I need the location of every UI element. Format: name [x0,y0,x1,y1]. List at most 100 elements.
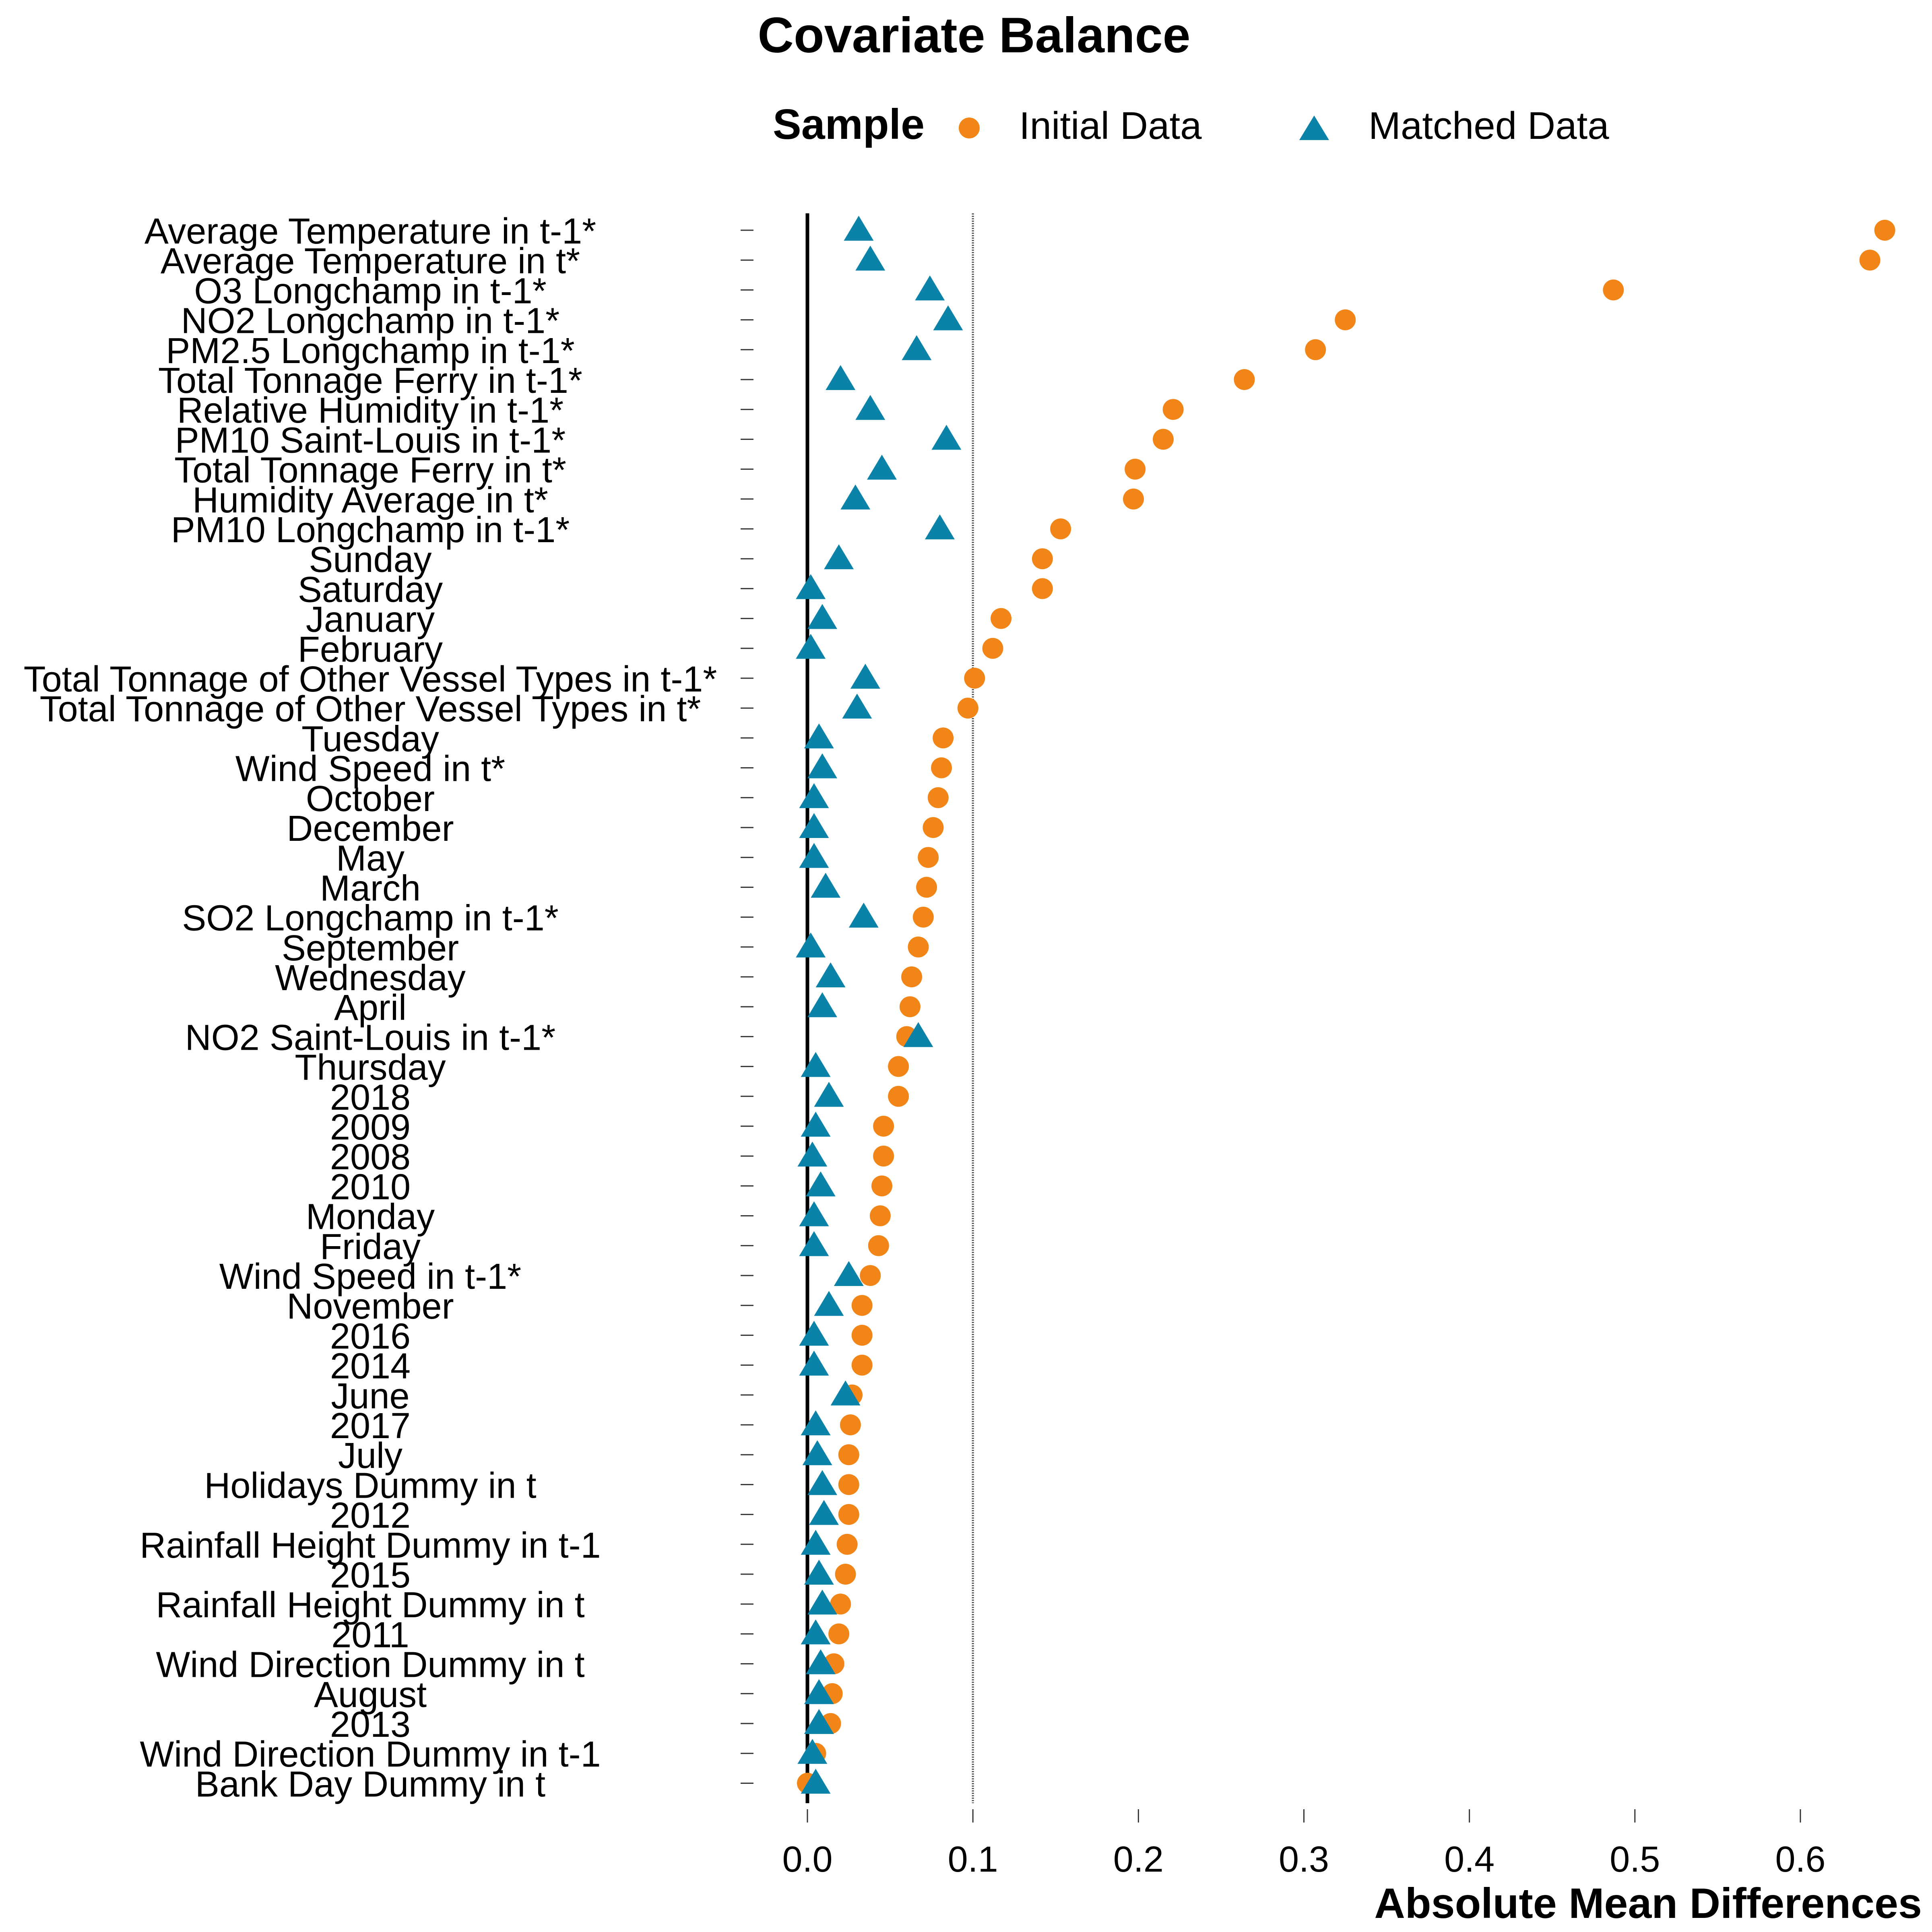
point-initial-data [908,936,929,958]
y-axis-label: Saturday [298,570,443,610]
point-matched-data [850,664,880,689]
point-matched-data [799,1321,829,1346]
point-matched-data [804,1560,834,1585]
point-initial-data [1125,458,1146,480]
point-matched-data [844,216,874,241]
y-axis-label: 2018 [330,1077,411,1118]
point-initial-data [835,1564,856,1585]
y-axis-label: March [320,868,421,908]
point-matched-data [933,305,963,330]
y-axis-label: Total Tonnage Ferry in t-1* [158,361,582,401]
point-initial-data [982,638,1003,659]
point-initial-data [1305,339,1326,360]
point-initial-data [1234,369,1255,390]
point-initial-data [916,877,937,898]
point-initial-data [888,1056,909,1077]
y-axis-label: Wednesday [275,958,466,998]
point-initial-data [869,1205,891,1226]
series-initial-data [797,220,1895,1794]
y-axis-label: Humidity Average in t* [192,480,548,520]
point-matched-data [797,1739,828,1764]
y-axis-label: Total Tonnage of Other Vessel Types in t… [40,689,701,729]
point-matched-data [801,1112,831,1137]
point-matched-data [805,1171,836,1197]
point-initial-data [838,1444,859,1466]
point-initial-data [933,727,954,749]
y-axis-label: August [314,1675,427,1715]
y-axis-label: Rainfall Height Dummy in t-1 [140,1525,601,1566]
point-initial-data [828,1623,850,1645]
point-matched-data [811,873,841,898]
point-matched-data [815,962,846,987]
point-matched-data [804,1709,834,1734]
point-initial-data [873,1146,894,1167]
point-initial-data [899,996,921,1018]
y-axis-label: PM10 Longchamp in t-1* [171,510,570,550]
y-axis-label: 2013 [330,1705,411,1745]
point-initial-data [840,1414,861,1435]
y-axis-label: Wind Speed in t-1* [219,1257,521,1297]
y-axis-label: PM10 Saint-Louis in t-1* [175,420,566,460]
y-axis-label: NO2 Longchamp in t-1* [181,301,560,341]
point-matched-data [804,1679,834,1704]
point-matched-data [804,723,834,749]
point-matched-data [925,514,955,539]
point-matched-data [801,1619,831,1645]
y-axis-label: Holidays Dummy in t [204,1466,536,1506]
point-matched-data [797,1141,828,1167]
point-initial-data [860,1265,881,1286]
y-axis-label: SO2 Longchamp in t-1* [182,898,559,939]
point-initial-data [991,608,1012,629]
y-axis-label: Relative Humidity in t-1* [177,390,564,431]
x-tick-label: 0.2 [1113,1839,1164,1880]
point-matched-data [867,454,897,480]
y-axis-label: Wind Speed in t* [235,749,505,789]
point-matched-data [807,992,838,1018]
x-tick-label: 0.1 [948,1839,998,1880]
point-matched-data [814,1082,844,1107]
point-matched-data [824,544,854,570]
point-initial-data [931,757,952,778]
point-matched-data [848,902,879,928]
point-matched-data [807,753,838,778]
point-initial-data [923,817,944,838]
point-initial-data [927,787,949,808]
point-initial-data [1874,220,1895,241]
point-initial-data [851,1354,873,1376]
y-axis-label: June [331,1376,409,1416]
y-axis-label: 2015 [330,1555,411,1596]
point-matched-data [796,634,826,659]
y-axis-label: Tuesday [301,719,439,759]
y-axis-label: Total Tonnage Ferry in t* [174,450,566,491]
x-axis: 0.0 0.1 0.2 0.3 0.4 0.5 0.6 [782,1809,1826,1880]
point-matched-data [840,484,871,510]
point-initial-data [851,1325,873,1346]
y-axis-label: Monday [306,1197,435,1237]
x-axis-label: Absolute Mean Differences [1374,1880,1922,1927]
y-axis-label: July [338,1436,402,1476]
legend-marker-initial-data [959,118,980,138]
point-initial-data [1153,429,1174,450]
point-initial-data [1335,309,1356,330]
y-axis-label: January [306,600,435,640]
point-initial-data [912,906,934,928]
point-initial-data [1050,518,1071,539]
point-initial-data [918,847,939,868]
y-axis-label: October [306,779,435,819]
point-matched-data [805,1649,836,1674]
reference-lines [805,213,974,1803]
point-matched-data [799,843,829,868]
y-axis-label: 2012 [330,1496,411,1536]
point-matched-data [799,1350,829,1376]
point-matched-data [855,395,886,420]
legend-label-initial-data: Initial Data [1019,104,1202,147]
legend: Sample Initial Data Matched Data [773,101,1609,148]
y-axis-label: Friday [320,1227,421,1267]
point-initial-data [836,1534,858,1555]
y-axis-label: September [282,928,459,968]
point-matched-data [807,604,838,629]
y-axis-label: Wind Direction Dummy in t [156,1645,584,1685]
legend-title: Sample [773,101,925,148]
y-axis-label: December [287,809,454,849]
